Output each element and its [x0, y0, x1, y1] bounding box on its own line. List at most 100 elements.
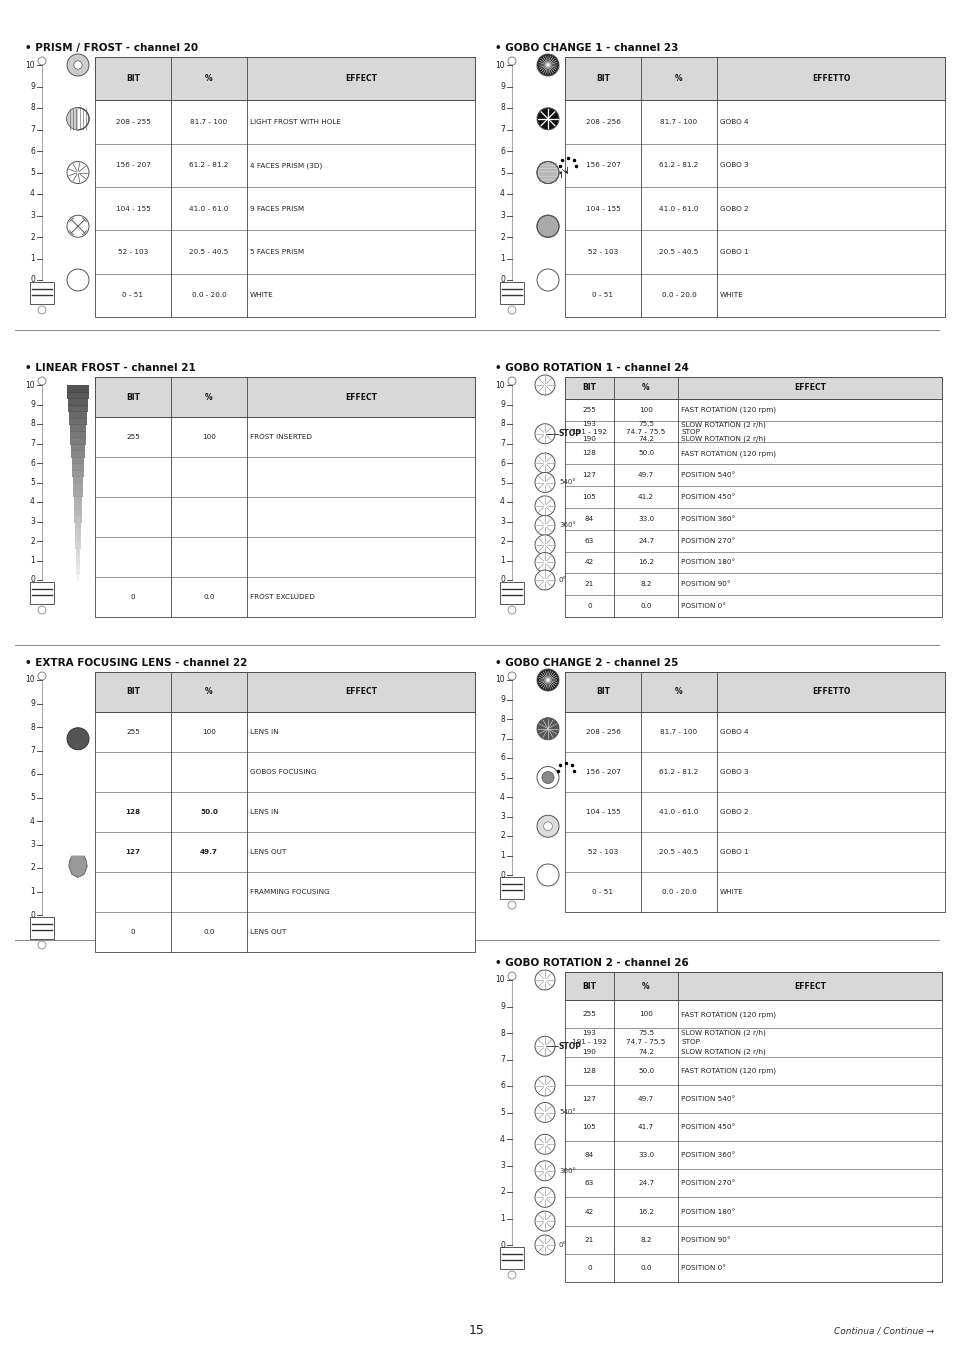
Bar: [74, 515, 81, 522]
Text: STOP: STOP: [680, 1040, 700, 1045]
Text: 0: 0: [30, 911, 35, 920]
Text: STOP: STOP: [558, 1041, 581, 1051]
Text: 0: 0: [30, 275, 35, 285]
Text: 42: 42: [584, 560, 594, 565]
Circle shape: [535, 515, 555, 536]
Text: WHITE: WHITE: [720, 889, 743, 894]
Bar: [76, 567, 80, 575]
Circle shape: [535, 571, 555, 590]
Text: 5: 5: [499, 1108, 504, 1117]
Text: 33.0: 33.0: [638, 1152, 654, 1159]
Text: 2: 2: [499, 831, 504, 840]
Circle shape: [537, 718, 558, 739]
Bar: [95, 376, 475, 616]
Text: EFFECT: EFFECT: [345, 393, 376, 402]
Bar: [69, 411, 87, 418]
Text: POSITION 90°: POSITION 90°: [680, 581, 730, 587]
Text: 24.7: 24.7: [638, 1180, 654, 1186]
Text: 0: 0: [131, 594, 135, 600]
Text: Continua / Continue →: Continua / Continue →: [833, 1326, 933, 1336]
Text: 208 - 256: 208 - 256: [585, 119, 619, 125]
Circle shape: [507, 376, 516, 384]
Text: 6: 6: [499, 147, 504, 155]
Text: 0.0 - 20.0: 0.0 - 20.0: [661, 293, 696, 298]
Text: 10: 10: [26, 380, 35, 390]
Text: %: %: [641, 982, 649, 990]
Text: 255: 255: [582, 1012, 596, 1017]
Circle shape: [535, 1077, 555, 1095]
Text: • EXTRA FOCUSING LENS - channel 22: • EXTRA FOCUSING LENS - channel 22: [25, 658, 247, 668]
Circle shape: [67, 268, 89, 291]
Text: POSITION 270°: POSITION 270°: [680, 538, 735, 544]
Text: BIT: BIT: [126, 688, 140, 696]
Text: 5 FACES PRISM: 5 FACES PRISM: [250, 250, 304, 255]
Text: 4: 4: [30, 816, 35, 826]
Text: 3: 3: [499, 210, 504, 220]
Text: FAST ROTATION (120 rpm): FAST ROTATION (120 rpm): [680, 451, 776, 456]
Text: 0 - 51: 0 - 51: [592, 293, 613, 298]
Circle shape: [38, 606, 46, 614]
Text: EFFECT: EFFECT: [793, 383, 825, 393]
Circle shape: [507, 57, 516, 65]
Text: 7: 7: [499, 734, 504, 743]
Text: 3: 3: [30, 517, 35, 526]
Text: 10: 10: [495, 380, 504, 390]
Bar: [75, 527, 81, 536]
Circle shape: [38, 672, 46, 680]
Text: 8.2: 8.2: [639, 1237, 651, 1242]
Text: 75.5: 75.5: [638, 421, 654, 428]
Text: 360°: 360°: [558, 522, 576, 529]
Text: 4: 4: [499, 792, 504, 801]
Text: 127: 127: [582, 472, 596, 478]
Text: 208 - 255: 208 - 255: [115, 119, 151, 125]
Text: %: %: [205, 688, 213, 696]
Circle shape: [537, 669, 558, 691]
Bar: [71, 463, 84, 471]
Text: 61.2 - 81.2: 61.2 - 81.2: [659, 162, 698, 169]
Text: 52 - 103: 52 - 103: [118, 250, 148, 255]
Text: 193: 193: [582, 421, 596, 428]
Text: 10: 10: [495, 61, 504, 70]
Text: POSITION 450°: POSITION 450°: [680, 494, 735, 500]
Text: 100: 100: [639, 1012, 652, 1017]
Text: 49.7: 49.7: [638, 472, 654, 478]
Text: 0: 0: [499, 1241, 504, 1249]
Text: 2: 2: [499, 232, 504, 241]
Text: POSITION 0°: POSITION 0°: [680, 603, 725, 610]
Circle shape: [38, 942, 46, 948]
Bar: [76, 560, 80, 568]
Bar: [564, 376, 941, 616]
Text: 0.0: 0.0: [203, 929, 214, 935]
Circle shape: [535, 1160, 555, 1180]
Text: POSITION 0°: POSITION 0°: [680, 1265, 725, 1271]
Bar: [73, 495, 82, 503]
Text: 81.7 - 100: 81.7 - 100: [191, 119, 228, 125]
Bar: [95, 57, 475, 317]
Bar: [564, 672, 944, 912]
Text: BIT: BIT: [596, 74, 609, 84]
Text: 9: 9: [499, 1002, 504, 1010]
Text: 104 - 155: 104 - 155: [585, 205, 619, 212]
Text: 100: 100: [202, 434, 215, 440]
Text: %: %: [675, 688, 682, 696]
Text: 1: 1: [30, 254, 35, 263]
Bar: [68, 391, 89, 399]
Text: 540°: 540°: [558, 479, 576, 486]
Text: 63: 63: [584, 1180, 594, 1186]
Text: 49.7: 49.7: [638, 1095, 654, 1102]
Text: 33.0: 33.0: [638, 515, 654, 522]
Bar: [30, 282, 54, 304]
Circle shape: [507, 1271, 516, 1279]
Text: 0: 0: [587, 1265, 591, 1271]
Text: 7: 7: [30, 746, 35, 755]
Circle shape: [535, 970, 555, 990]
Text: 360°: 360°: [558, 1168, 576, 1174]
Text: LENS OUT: LENS OUT: [250, 929, 286, 935]
Circle shape: [535, 1211, 555, 1232]
Text: 16.2: 16.2: [638, 560, 654, 565]
Text: 74.2: 74.2: [638, 1050, 654, 1055]
Text: 0 - 51: 0 - 51: [122, 293, 143, 298]
Text: EFFECT: EFFECT: [345, 688, 376, 696]
Text: 0 - 51: 0 - 51: [592, 889, 613, 894]
Text: 6: 6: [499, 1082, 504, 1090]
